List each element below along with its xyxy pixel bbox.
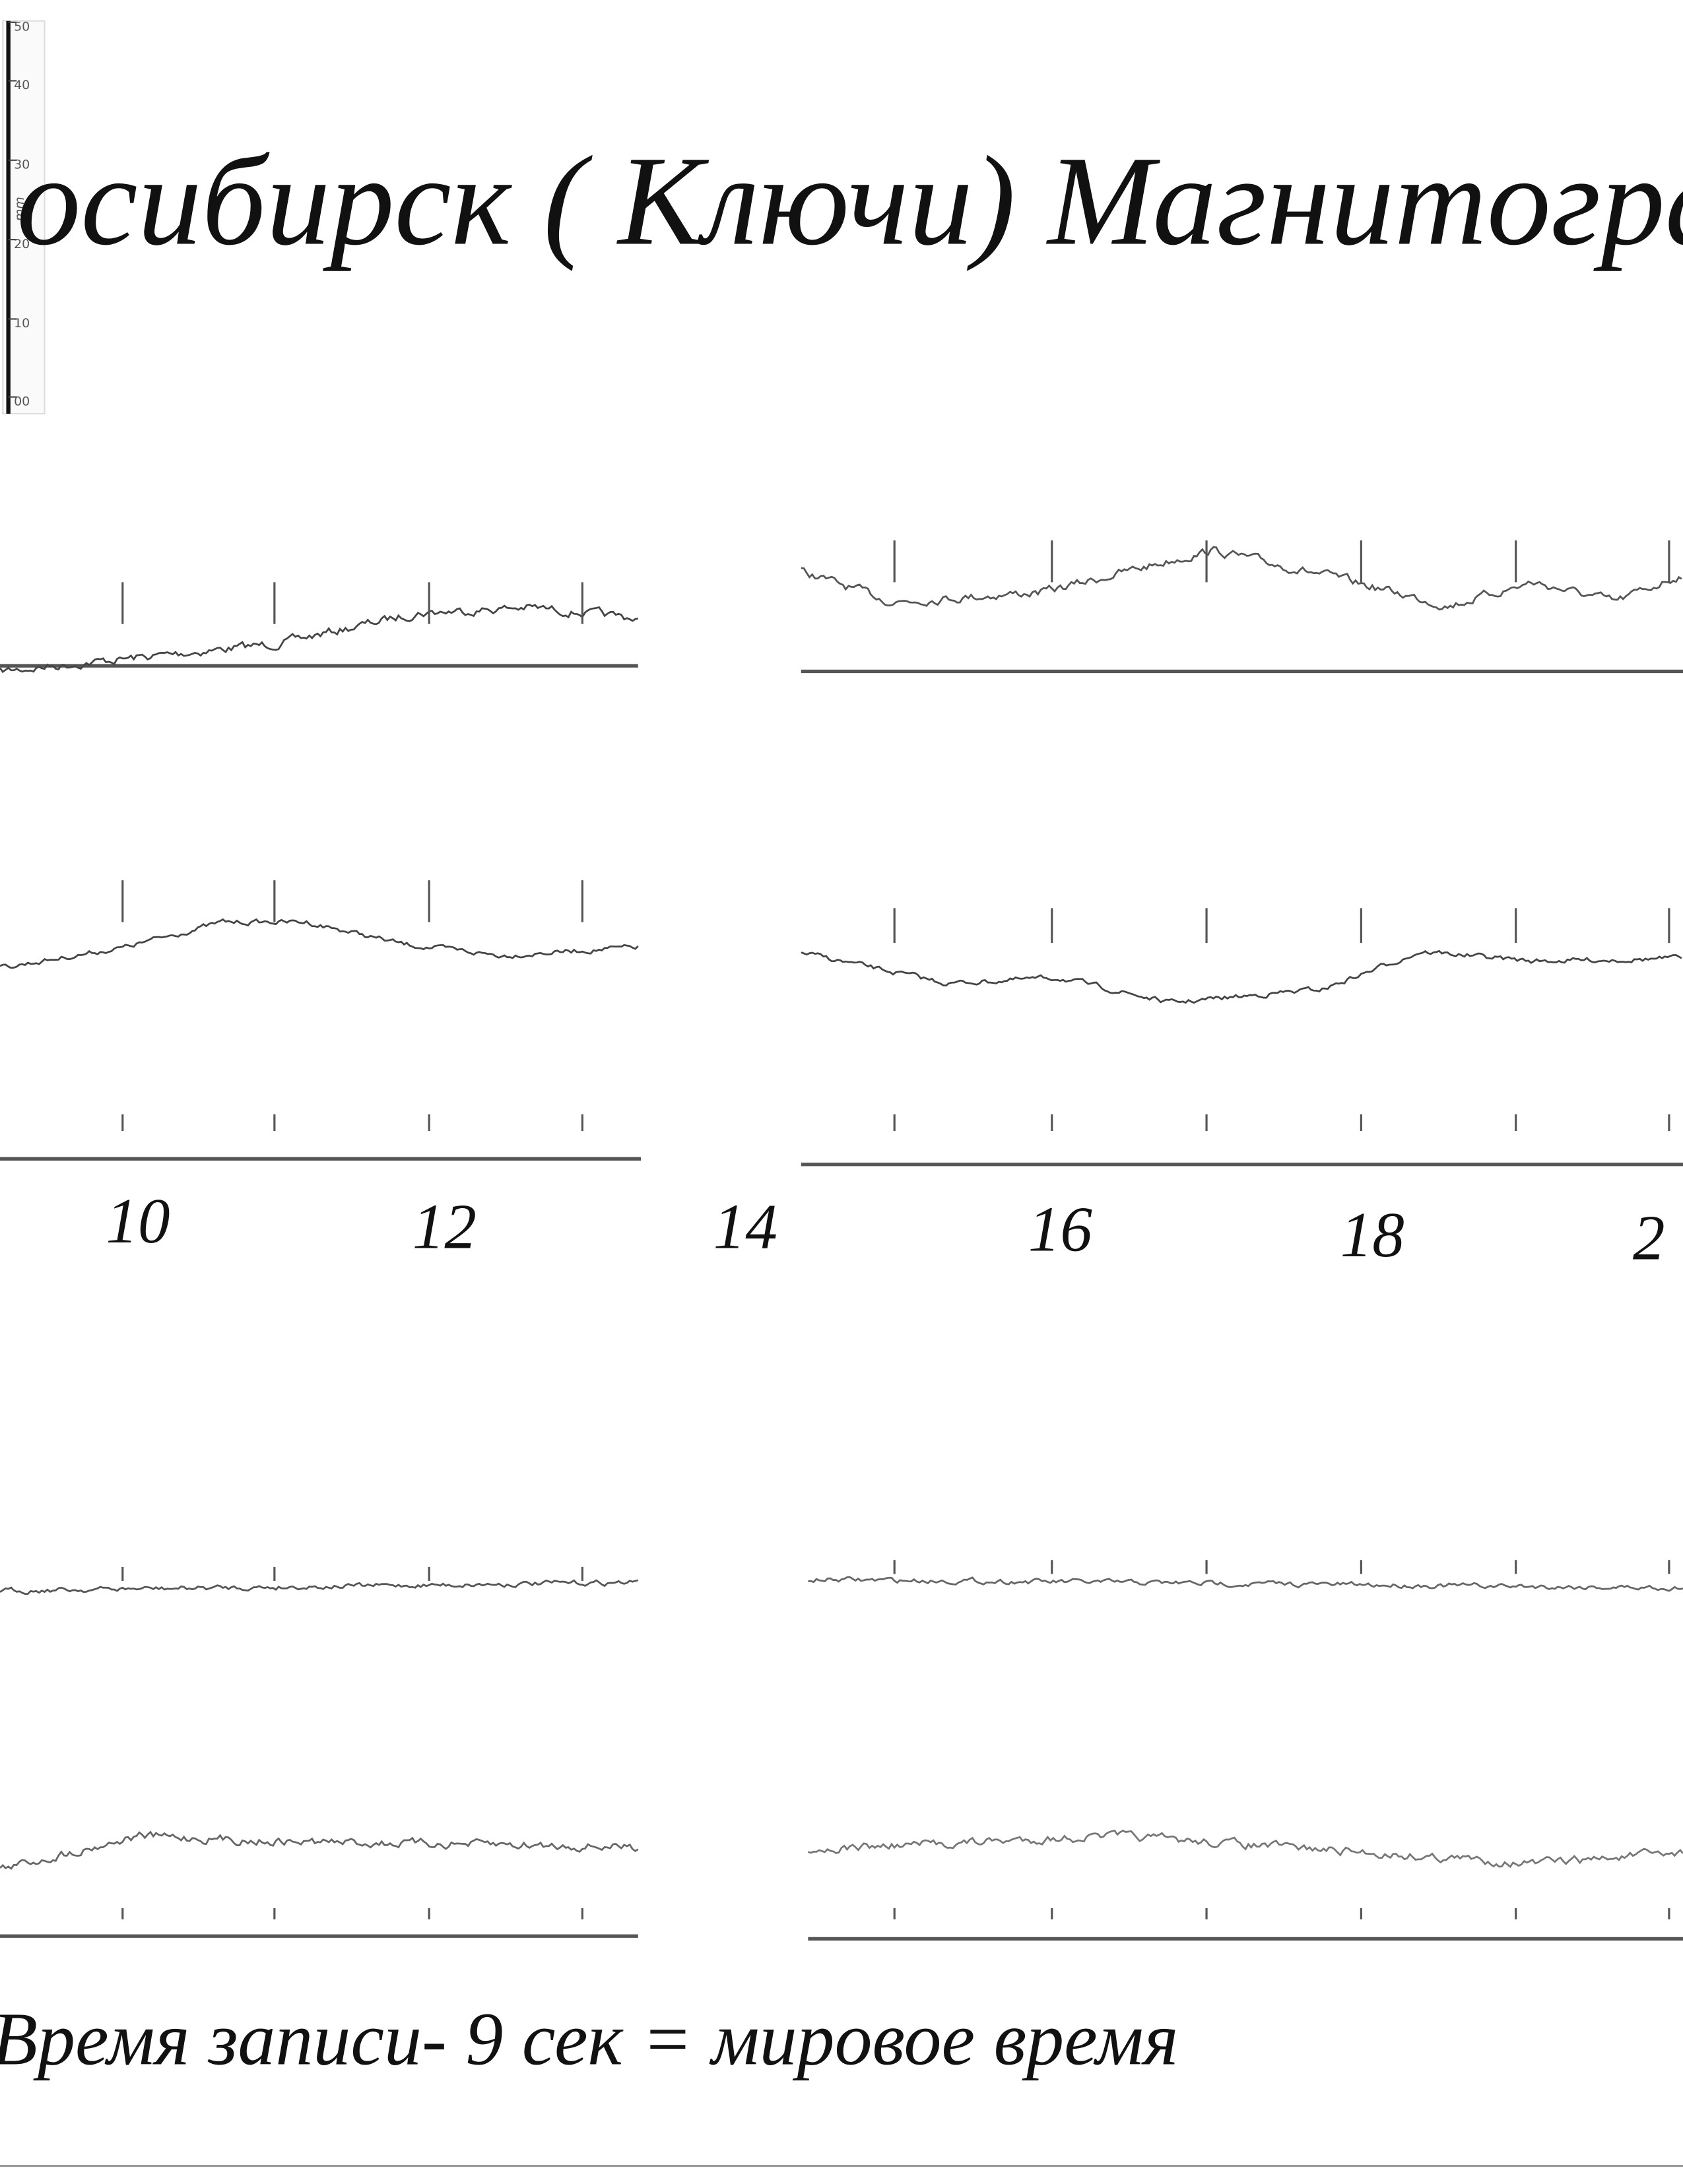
trace: [0, 603, 639, 674]
title: осибирск ( Ключи) Магнитограф Бод: [16, 130, 1683, 272]
trace: [0, 918, 639, 969]
ruler: mm 50 40 30 20 10 00: [2, 19, 46, 415]
trace: [801, 546, 1682, 611]
ruler-label: 20: [14, 237, 30, 251]
trace: [0, 1579, 639, 1595]
hour-label: 2: [1633, 1202, 1665, 1273]
ruler-label: 40: [14, 78, 30, 92]
trace: [807, 1829, 1683, 1869]
trace: [0, 1830, 639, 1870]
footer: Время записи- 9 сек = мировое время: [0, 1997, 1179, 2080]
hour-label: 10: [106, 1186, 170, 1257]
hour-label: 14: [713, 1191, 777, 1262]
trace: [808, 1576, 1683, 1592]
hour-label: 16: [1028, 1194, 1093, 1266]
hour-label: 12: [412, 1191, 477, 1262]
ruler-label: 10: [14, 316, 30, 331]
trace: [801, 949, 1682, 1004]
ruler-label: 00: [14, 394, 30, 408]
hour-labels: 10 12 14 16 18 2: [106, 1186, 1665, 1273]
ruler-label: 50: [14, 19, 30, 34]
traces: [0, 540, 1683, 1941]
ruler-unit: mm: [13, 197, 27, 221]
hour-label: 18: [1340, 1200, 1404, 1271]
ruler-label: 30: [14, 157, 30, 172]
